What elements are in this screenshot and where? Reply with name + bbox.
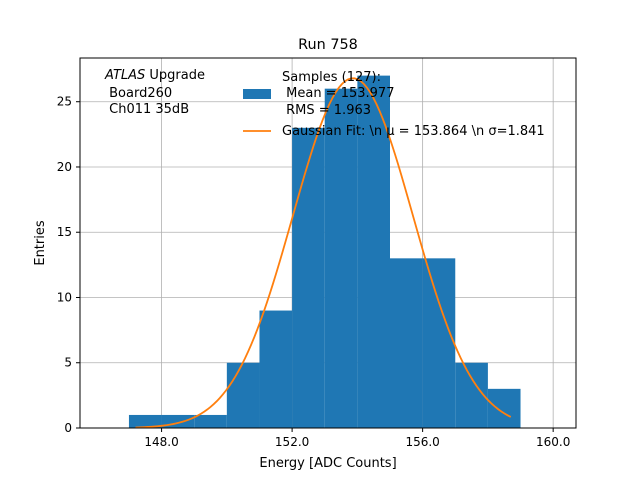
legend: Samples (127): Mean = 153.977 RMS = 1.96… <box>243 70 545 139</box>
y-tick-label-0: 0 <box>64 421 72 435</box>
gaussian-fit-curve <box>135 77 512 429</box>
y-axis-label: Entries <box>33 220 48 266</box>
annotation-line-3: Ch011 35dB <box>105 102 189 117</box>
chart-title: Run 758 <box>298 37 358 53</box>
histogram-bar-5 <box>292 127 325 428</box>
legend-samples-patch <box>243 89 271 99</box>
plot-frame <box>79 57 577 429</box>
legend-samples-line-1: Samples (127): <box>282 70 381 85</box>
x-tick-label-3: 160.0 <box>536 435 570 449</box>
histogram-bar-9 <box>422 258 456 428</box>
histogram-bar-10 <box>455 362 488 428</box>
y-tick-label-5: 25 <box>57 95 72 109</box>
axis-ticks: 148.0 152.0 156.0 160.0 0 5 10 15 20 25 <box>57 95 571 449</box>
annotation-line-1: ATLAS Upgrade <box>104 68 205 83</box>
annotation-upgrade-word: Upgrade <box>145 68 205 83</box>
y-tick-label-3: 15 <box>57 225 72 239</box>
histogram-bar-0 <box>128 414 162 428</box>
legend-samples-line-2: Mean = 153.977 <box>282 86 394 101</box>
x-tick-label-0: 148.0 <box>144 435 178 449</box>
histogram-bar-7 <box>357 75 390 428</box>
histogram-bar-8 <box>390 258 423 428</box>
annotation-text: ATLAS Upgrade Board260 Ch011 35dB <box>104 68 205 117</box>
x-tick-label-2: 156.0 <box>405 435 439 449</box>
legend-samples-line-3: RMS = 1.963 <box>282 103 371 118</box>
histogram-bars <box>128 75 521 428</box>
annotation-line-2: Board260 <box>105 86 172 101</box>
y-tick-label-1: 5 <box>64 356 72 370</box>
y-tick-label-4: 20 <box>57 160 72 174</box>
x-axis-label: Energy [ADC Counts] <box>259 456 396 471</box>
histogram-bar-3 <box>226 362 260 428</box>
histogram-bar-4 <box>259 310 293 428</box>
histogram-bar-11 <box>487 388 521 428</box>
histogram-bar-2 <box>194 414 227 428</box>
legend-fit-label: Gaussian Fit: \n μ = 153.864 \n σ=1.841 <box>282 124 545 139</box>
annotation-atlas-word: ATLAS <box>104 68 145 83</box>
histogram-bar-6 <box>324 88 358 428</box>
gaussian-fit <box>135 77 512 429</box>
y-tick-label-2: 10 <box>57 290 72 304</box>
x-tick-label-1: 152.0 <box>275 435 309 449</box>
